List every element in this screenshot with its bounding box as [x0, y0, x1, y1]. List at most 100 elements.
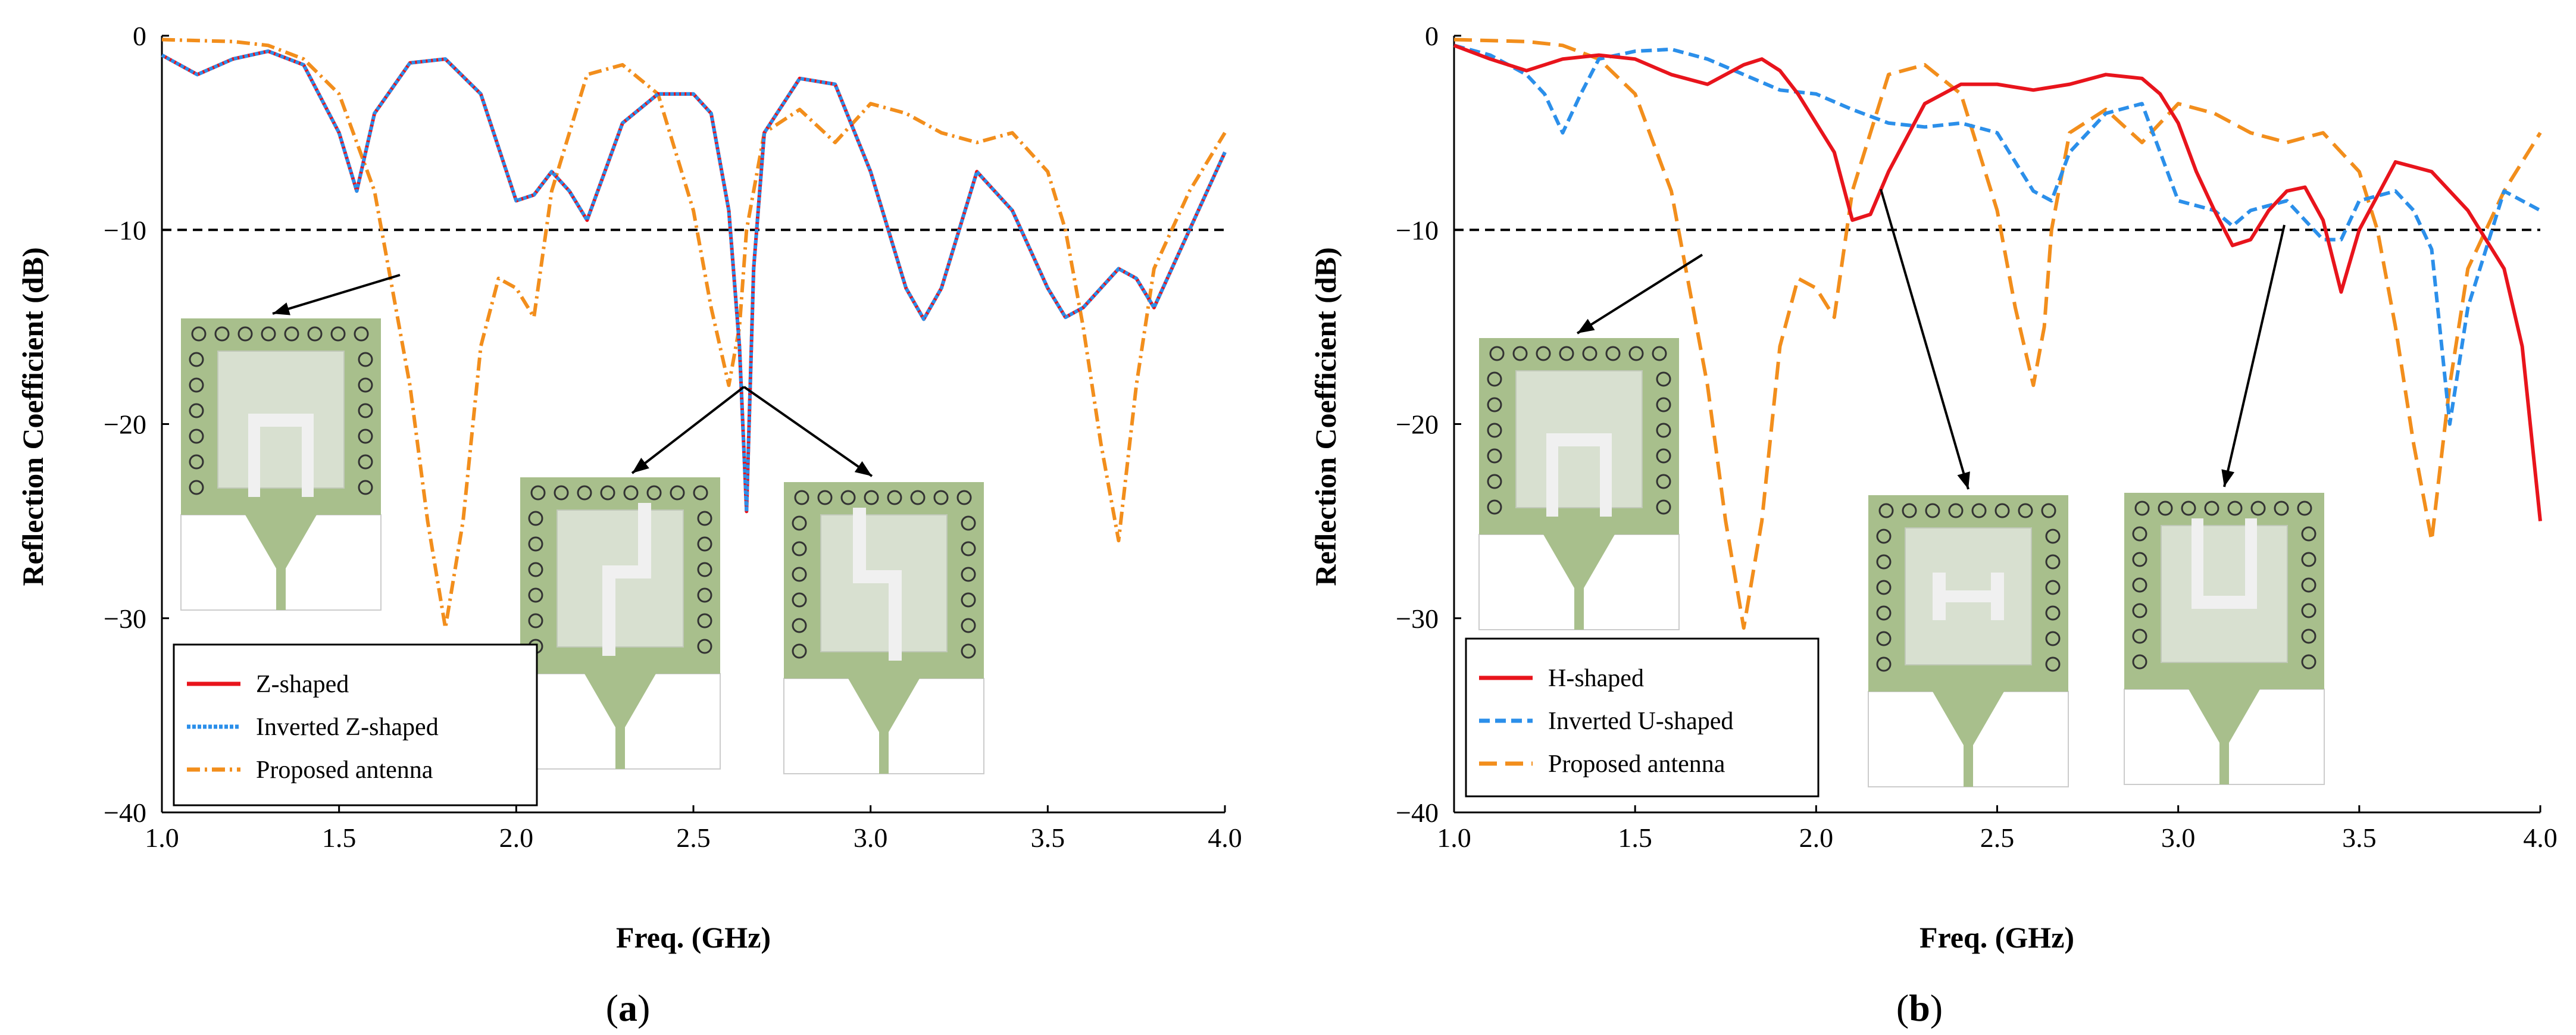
inverted-z-shaped-inset-via: [792, 541, 807, 556]
h-shaped-inset-via: [2045, 631, 2061, 646]
arrow-iu-head: [2221, 469, 2235, 487]
panel-caption-close-a: ): [637, 987, 650, 1029]
proposed-antenna-inset: [1478, 338, 1680, 630]
proposed-antenna-inset-via: [358, 480, 373, 495]
proposed-antenna-inset-via: [189, 403, 204, 418]
legend-box-b: [1465, 637, 1820, 798]
proposed-antenna-inset-via: [1536, 346, 1551, 361]
inverted-u-shaped-inset-via: [2158, 501, 2173, 516]
inverted-z-shaped-inset-via: [961, 515, 976, 531]
panel-b: 1.0 1.5 2.0 2.5 3.0 3.5 4.0 0 −10 −20 −30 −40 Freq.…: [1309, 21, 2558, 1029]
series-group-a: [161, 37, 1227, 630]
proposed-antenna-inset-via: [358, 377, 373, 393]
arrow-proposed-head: [273, 302, 290, 315]
panel-caption-open-b: (: [1896, 987, 1909, 1029]
h-shaped-inset-via: [1876, 554, 1892, 570]
proposed-antenna-inset-via: [1487, 499, 1502, 515]
tick-labels-a: 1.0 1.5 2.0 2.5 3.0 3.5 4.0 0 −10 −20 −30 −40: [104, 21, 1242, 853]
z-shaped-inset-via: [697, 639, 712, 654]
proposed-antenna-inset: [180, 318, 382, 611]
legend-label: Proposed antenna: [1548, 751, 1725, 778]
inverted-z-shaped-inset-via: [961, 643, 976, 659]
x-tick-label: 2.5: [676, 823, 711, 853]
proposed-antenna-inset-via: [1487, 397, 1502, 412]
x-tick-label: 3.0: [2161, 823, 2196, 853]
h-shaped-inset-via: [1948, 503, 1964, 518]
inverted-z-shaped-inset-via: [864, 490, 879, 505]
inverted-z-shaped-inset-via: [961, 567, 976, 582]
proposed-antenna-inset-via: [1656, 423, 1671, 438]
arrow-proposed: [272, 274, 401, 315]
inverted-u-shaped-inset-via: [2132, 628, 2147, 644]
arrow-z: [631, 386, 745, 474]
series-line-inverted-z-shaped: [161, 49, 1227, 514]
z-shaped-inset-via: [528, 587, 543, 603]
panel-a: 1.0 1.5 2.0 2.5 3.0 3.5 4.0 0 −10 −20 −30 −40 Freq.…: [16, 21, 1242, 1029]
legend-box-a: [173, 643, 538, 806]
z-shaped-inset-via: [646, 485, 662, 501]
antenna-insets-b: [1478, 338, 2325, 787]
z-shaped-inset-via: [697, 511, 712, 526]
x-tick-label: 3.5: [2342, 823, 2377, 853]
z-shaped-inset-via: [600, 485, 615, 501]
x-tick-label: 1.5: [1618, 823, 1652, 853]
h-shaped-inset-via: [1902, 503, 1917, 518]
inverted-u-shaped-inset-via: [2301, 654, 2316, 670]
inverted-z-shaped-inset-feed: [848, 678, 920, 774]
inverted-u-shaped-inset-via: [2301, 628, 2316, 644]
proposed-antenna-inset-via: [189, 352, 204, 367]
y-axis-label-b: Reflection Coefficient (dB): [1309, 247, 1342, 586]
proposed-antenna-inset-via: [307, 326, 323, 342]
inverted-z-shaped-inset-via: [961, 592, 976, 608]
proposed-antenna-inset-via: [189, 454, 204, 470]
series-line-proposed-antenna: [1453, 37, 2542, 630]
x-axis-label-a: Freq. (GHz): [616, 921, 771, 954]
proposed-antenna-inset-slot: [248, 414, 314, 497]
inverted-z-shaped-inset-via: [792, 618, 807, 633]
z-shaped-inset-via: [530, 485, 546, 501]
inverted-u-shaped-inset-via: [2297, 501, 2312, 516]
tick-labels-b: 1.0 1.5 2.0 2.5 3.0 3.5 4.0 0 −10 −20 −30 −40: [1396, 21, 2558, 853]
proposed-antenna-inset-via: [358, 429, 373, 444]
arrow-proposed: [1576, 254, 1703, 334]
y-tick-label: −20: [104, 409, 146, 440]
proposed-antenna-inset-via: [1512, 346, 1528, 361]
inverted-z-shaped-inset-slot: [853, 508, 902, 661]
plot-area-a: [161, 35, 1226, 814]
inverted-z-shaped-inset-via: [956, 490, 972, 505]
proposed-antenna-inset-via: [1489, 346, 1505, 361]
series-line-inverted-u-shaped: [1453, 43, 2541, 426]
inverted-z-shaped-inset-via: [961, 541, 976, 556]
proposed-antenna-inset-via: [189, 480, 204, 495]
proposed-antenna-inset-via: [1487, 448, 1502, 464]
x-tick-label: 3.5: [1031, 823, 1065, 853]
inverted-u-shaped-inset-via: [2204, 501, 2219, 516]
z-shaped-inset-via: [528, 511, 543, 526]
h-shaped-inset-slot: [1933, 573, 2004, 620]
inverted-u-shaped-inset-slot: [2192, 518, 2257, 609]
y-tick-label: −20: [1396, 409, 1439, 440]
proposed-antenna-inset-via: [358, 352, 373, 367]
proposed-antenna-inset-feed: [245, 515, 317, 610]
z-shaped-inset: [520, 477, 721, 770]
series-group-b: [1453, 37, 2542, 630]
z-shaped-inset-via: [693, 485, 708, 501]
inverted-u-shaped-inset-via: [2227, 501, 2243, 516]
z-shaped-inset-via: [554, 485, 569, 501]
arrow-iz: [743, 386, 873, 477]
proposed-antenna-inset-via: [1487, 423, 1502, 438]
h-shaped-inset-via: [2045, 529, 2061, 544]
y-axis-label-a: Reflection Coefficient (dB): [16, 247, 49, 586]
inverted-u-shaped-inset-via: [2132, 577, 2147, 593]
proposed-antenna-inset-via: [1656, 397, 1671, 412]
inverted-z-shaped-inset-via: [792, 592, 807, 608]
h-shaped-inset-via: [2045, 554, 2061, 570]
h-shaped-inset-via: [2045, 580, 2061, 595]
inverted-u-shaped-inset-via: [2301, 577, 2316, 593]
proposed-antenna-inset-via: [1487, 371, 1502, 387]
proposed-antenna-inset-via: [1628, 346, 1644, 361]
y-tick-label: −10: [104, 215, 146, 245]
proposed-antenna-inset-via: [1656, 371, 1671, 387]
inverted-u-shaped-inset-via: [2132, 526, 2147, 542]
